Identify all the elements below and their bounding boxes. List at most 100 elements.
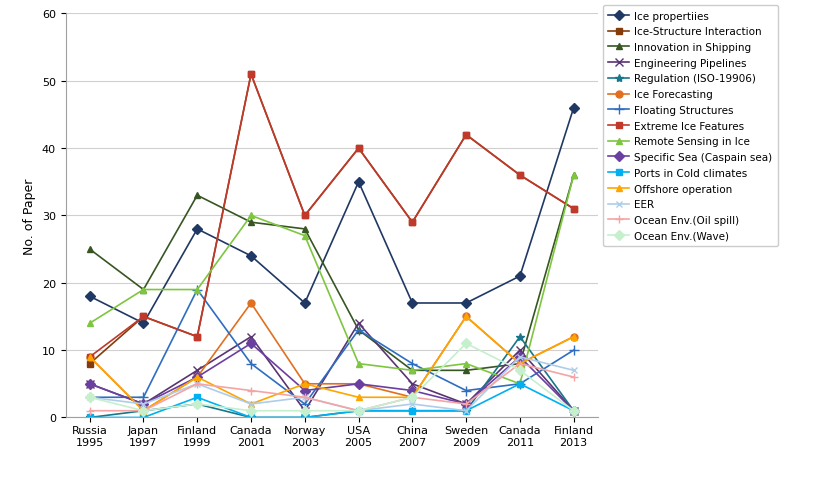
Offshore operation — [192, 374, 202, 380]
Extreme Ice Features — [300, 213, 310, 219]
Floating Structures — [461, 388, 471, 394]
Ice-Structure Interaction — [568, 206, 578, 212]
Ocean Env.(Oil spill) — [515, 361, 525, 367]
EER — [461, 408, 471, 414]
Offshore operation — [515, 361, 525, 367]
Ocean Env.(Wave) — [138, 408, 148, 414]
Engineering Pipelines — [515, 348, 525, 353]
Line: Ports in Cold climates: Ports in Cold climates — [86, 381, 577, 421]
Regulation (ISO-19906) — [85, 415, 95, 420]
EER — [354, 408, 364, 414]
EER — [192, 381, 202, 387]
Ice propertiies — [515, 274, 525, 279]
Remote Sensing in Ice — [85, 321, 95, 326]
Regulation (ISO-19906) — [247, 415, 256, 420]
Regulation (ISO-19906) — [407, 408, 417, 414]
Floating Structures — [354, 327, 364, 333]
Engineering Pipelines — [354, 321, 364, 326]
Ice Forecasting — [138, 408, 148, 414]
Offshore operation — [85, 354, 95, 360]
Ice Forecasting — [354, 381, 364, 387]
Engineering Pipelines — [192, 368, 202, 373]
Line: Ice Forecasting: Ice Forecasting — [86, 300, 577, 414]
Remote Sensing in Ice — [247, 213, 256, 219]
Ocean Env.(Oil spill) — [461, 401, 471, 407]
Ice propertiies — [192, 227, 202, 232]
Ice Forecasting — [300, 381, 310, 387]
Innovation in Shipping — [515, 361, 525, 367]
Line: Specific Sea (Caspain sea): Specific Sea (Caspain sea) — [86, 340, 577, 414]
Line: Ice-Structure Interaction: Ice-Structure Interaction — [86, 72, 577, 367]
Ice-Structure Interaction — [192, 334, 202, 340]
Specific Sea (Caspain sea) — [192, 374, 202, 380]
Line: EER: EER — [86, 354, 577, 414]
Floating Structures — [247, 361, 256, 367]
Remote Sensing in Ice — [300, 233, 310, 239]
Legend: Ice propertiies, Ice-Structure Interaction, Innovation in Shipping, Engineering : Ice propertiies, Ice-Structure Interacti… — [603, 6, 778, 246]
Floating Structures — [192, 287, 202, 293]
Remote Sensing in Ice — [192, 287, 202, 293]
EER — [515, 354, 525, 360]
EER — [407, 401, 417, 407]
Engineering Pipelines — [247, 334, 256, 340]
Ice Forecasting — [461, 314, 471, 320]
Extreme Ice Features — [407, 220, 417, 226]
Regulation (ISO-19906) — [192, 401, 202, 407]
Extreme Ice Features — [568, 206, 578, 212]
Line: Ocean Env.(Oil spill): Ocean Env.(Oil spill) — [85, 360, 578, 415]
Extreme Ice Features — [192, 334, 202, 340]
Ocean Env.(Oil spill) — [568, 374, 578, 380]
Innovation in Shipping — [407, 368, 417, 373]
Regulation (ISO-19906) — [568, 408, 578, 414]
Engineering Pipelines — [300, 408, 310, 414]
Ice Forecasting — [568, 334, 578, 340]
Ice-Structure Interaction — [138, 314, 148, 320]
Ocean Env.(Wave) — [515, 368, 525, 373]
Ice propertiies — [461, 300, 471, 306]
Line: Floating Structures: Floating Structures — [85, 285, 578, 409]
Floating Structures — [568, 348, 578, 353]
Ports in Cold climates — [138, 415, 148, 420]
Line: Remote Sensing in Ice: Remote Sensing in Ice — [86, 172, 577, 387]
Ports in Cold climates — [515, 381, 525, 387]
Line: Innovation in Shipping: Innovation in Shipping — [86, 172, 577, 374]
Specific Sea (Caspain sea) — [515, 354, 525, 360]
Specific Sea (Caspain sea) — [568, 408, 578, 414]
Offshore operation — [300, 381, 310, 387]
Floating Structures — [138, 395, 148, 400]
Engineering Pipelines — [568, 408, 578, 414]
Engineering Pipelines — [85, 381, 95, 387]
EER — [247, 401, 256, 407]
Ports in Cold climates — [568, 408, 578, 414]
Floating Structures — [85, 395, 95, 400]
Floating Structures — [515, 381, 525, 387]
EER — [568, 368, 578, 373]
Y-axis label: No. of Paper: No. of Paper — [23, 178, 36, 254]
Ocean Env.(Wave) — [461, 341, 471, 347]
Ice Forecasting — [515, 361, 525, 367]
Ports in Cold climates — [407, 408, 417, 414]
EER — [85, 395, 95, 400]
Ocean Env.(Oil spill) — [138, 408, 148, 414]
Regulation (ISO-19906) — [138, 408, 148, 414]
Line: Ice propertiies: Ice propertiies — [86, 105, 577, 327]
Extreme Ice Features — [85, 354, 95, 360]
Ice Forecasting — [407, 395, 417, 400]
Innovation in Shipping — [568, 173, 578, 179]
Ice-Structure Interaction — [515, 173, 525, 179]
Ocean Env.(Oil spill) — [85, 408, 95, 414]
Offshore operation — [407, 395, 417, 400]
Remote Sensing in Ice — [354, 361, 364, 367]
Offshore operation — [354, 395, 364, 400]
Regulation (ISO-19906) — [354, 408, 364, 414]
Ice propertiies — [247, 253, 256, 259]
Specific Sea (Caspain sea) — [407, 388, 417, 394]
Ocean Env.(Wave) — [354, 408, 364, 414]
Remote Sensing in Ice — [461, 361, 471, 367]
Ice Forecasting — [85, 354, 95, 360]
Ice-Structure Interaction — [461, 132, 471, 138]
Specific Sea (Caspain sea) — [138, 401, 148, 407]
Ports in Cold climates — [192, 395, 202, 400]
Offshore operation — [568, 334, 578, 340]
EER — [300, 395, 310, 400]
